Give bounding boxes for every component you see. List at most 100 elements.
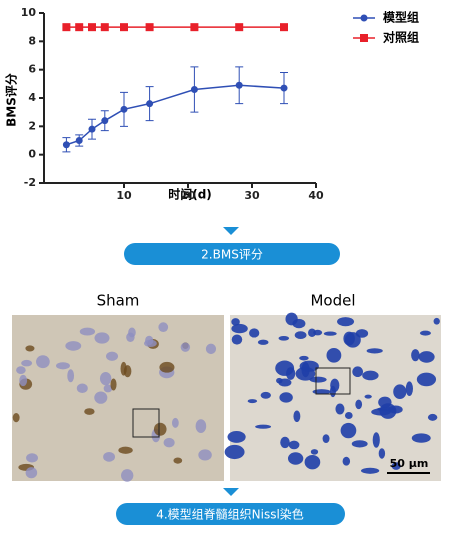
cell [65, 341, 82, 351]
point [120, 105, 128, 113]
cell [255, 424, 272, 429]
cell [366, 348, 383, 354]
x-tick-label: 30 [244, 189, 260, 202]
cell [411, 433, 431, 443]
cell [195, 419, 207, 433]
cell [416, 372, 437, 387]
cell [275, 360, 295, 376]
series-line [66, 84, 285, 146]
cell [299, 360, 319, 372]
cell [276, 377, 283, 384]
point [235, 81, 243, 89]
cell [171, 417, 179, 428]
legend-label: 模型组 [383, 10, 419, 25]
point [145, 23, 154, 32]
cell [153, 422, 167, 436]
arrow [223, 227, 239, 235]
panel-title: Sham [97, 292, 140, 310]
y-tick-label: 10 [21, 6, 37, 19]
step-banner [124, 243, 340, 265]
cell [330, 378, 340, 392]
cell [309, 376, 327, 383]
cell [76, 383, 88, 394]
cell [198, 449, 212, 461]
point [280, 23, 288, 32]
point [88, 125, 96, 133]
cell [351, 440, 368, 448]
cell [427, 413, 438, 421]
cell [120, 361, 127, 376]
cell [433, 317, 440, 325]
cell [378, 448, 386, 459]
point [190, 23, 199, 32]
arrow [223, 488, 239, 496]
inset-box [315, 367, 351, 395]
cell [335, 403, 345, 415]
y-tick-label: 2 [28, 119, 36, 132]
point [146, 100, 154, 108]
cell [299, 355, 309, 361]
cell [312, 389, 331, 395]
cell [393, 384, 407, 400]
cell [103, 384, 113, 393]
cell [308, 328, 316, 338]
cell [362, 370, 379, 381]
cell [379, 403, 397, 419]
cell [342, 456, 351, 466]
cell [21, 359, 33, 367]
cell [158, 322, 169, 333]
point [100, 23, 109, 32]
point [62, 23, 71, 32]
x-axis-label: 时间(d) [168, 187, 212, 202]
cell [343, 331, 355, 346]
inset-box [132, 408, 160, 438]
cell [163, 437, 175, 448]
step-banner [116, 503, 345, 525]
cell [280, 436, 290, 449]
cell [293, 410, 301, 423]
y-tick-label: 8 [28, 34, 36, 47]
point [101, 117, 109, 125]
cell [292, 318, 306, 329]
cell [418, 351, 435, 363]
cell [352, 366, 364, 378]
step-label: 2.BMS评分 [201, 248, 263, 262]
cell [278, 335, 290, 341]
cell [355, 329, 369, 338]
cell [224, 444, 245, 460]
cell [355, 399, 363, 410]
point [75, 23, 84, 32]
cell [19, 374, 28, 387]
point [75, 137, 83, 144]
cell [288, 440, 300, 450]
point [190, 86, 198, 93]
y-tick-label: -2 [24, 176, 36, 189]
cell [16, 366, 26, 374]
point [62, 141, 70, 149]
cell [249, 328, 260, 338]
cell [84, 408, 95, 415]
cell [159, 361, 175, 373]
cell [99, 371, 112, 386]
cell [106, 351, 119, 361]
cell [372, 432, 380, 448]
x-tick-label: 10 [116, 189, 132, 202]
cell [79, 327, 96, 336]
y-tick-label: 6 [28, 63, 36, 76]
cell [26, 453, 38, 463]
cell [231, 334, 243, 345]
cell [103, 451, 116, 462]
cell [411, 349, 420, 362]
point [120, 23, 128, 32]
cell [205, 343, 217, 355]
cell [391, 462, 401, 470]
point [280, 84, 288, 92]
cell [173, 457, 183, 464]
cell [128, 327, 136, 338]
cell [337, 317, 355, 327]
y-tick-label: 0 [28, 148, 36, 161]
cell [94, 391, 108, 404]
cell [12, 412, 20, 423]
cell [110, 378, 117, 391]
